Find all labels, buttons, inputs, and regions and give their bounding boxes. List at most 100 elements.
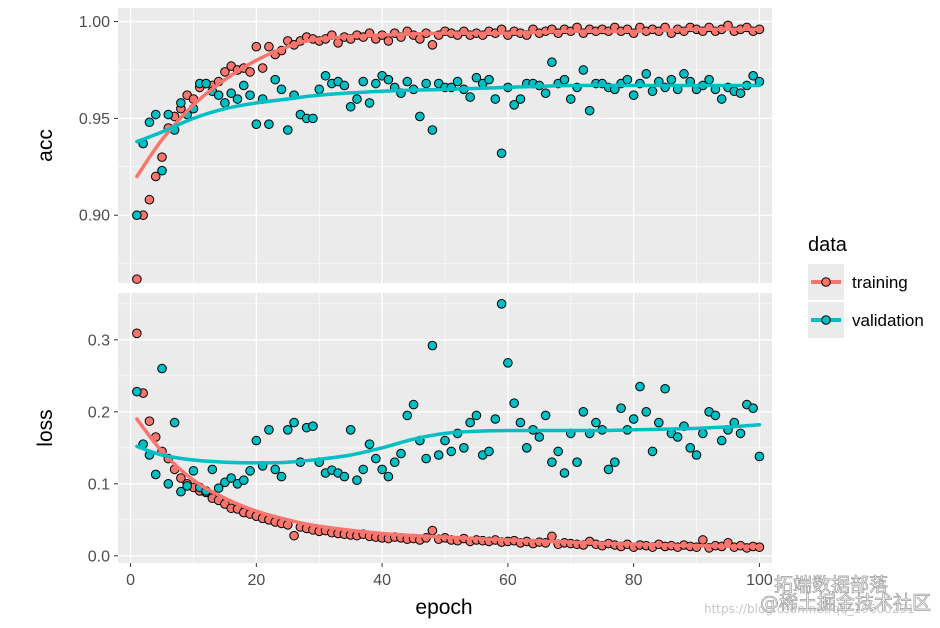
data-point-validation bbox=[748, 403, 758, 414]
data-point-validation bbox=[716, 435, 727, 446]
data-point-validation bbox=[547, 57, 557, 68]
data-point-training bbox=[245, 67, 255, 77]
data-point-validation bbox=[176, 486, 186, 497]
watermark-url: https://blog.csdn.net/qq_19600291 bbox=[704, 602, 915, 616]
data-point-validation bbox=[421, 453, 431, 464]
data-point-validation bbox=[421, 78, 431, 89]
panel-loss bbox=[118, 293, 772, 563]
data-point-validation bbox=[503, 358, 513, 368]
chart-panels: 0 20 40 60 80 100 0.90 0.95 1.00 acc 0.0 0.1 0.2 0.3 l… bbox=[34, 8, 773, 589]
data-point-validation bbox=[402, 76, 413, 87]
data-point-training bbox=[698, 535, 708, 545]
data-point-validation bbox=[471, 72, 482, 83]
data-point-validation bbox=[641, 407, 652, 417]
y-axis-title-acc: acc bbox=[34, 129, 57, 162]
data-point-validation bbox=[616, 403, 626, 414]
legend: data training validation bbox=[808, 234, 924, 338]
data-point-validation bbox=[465, 92, 475, 102]
data-point-validation bbox=[559, 74, 570, 85]
data-point-validation bbox=[509, 398, 519, 408]
data-point-validation bbox=[213, 483, 224, 493]
watermark-brand: 拓端数据部落 bbox=[774, 574, 888, 596]
data-point-validation bbox=[226, 473, 236, 483]
data-point-validation bbox=[157, 363, 167, 374]
data-point-validation bbox=[188, 466, 199, 476]
data-point-validation bbox=[427, 125, 438, 135]
data-point-validation bbox=[452, 76, 463, 87]
data-point-validation bbox=[308, 421, 318, 432]
data-point-training bbox=[427, 525, 438, 536]
data-point-validation bbox=[691, 450, 702, 460]
data-point-validation bbox=[144, 117, 155, 128]
data-point-validation bbox=[176, 98, 186, 108]
data-point-validation bbox=[641, 69, 652, 79]
data-point-validation bbox=[377, 464, 387, 475]
data-point-validation bbox=[245, 466, 255, 476]
data-point-validation bbox=[672, 432, 683, 442]
data-point-training bbox=[547, 531, 557, 542]
data-point-validation bbox=[735, 428, 746, 439]
data-point-training bbox=[176, 473, 186, 483]
data-point-validation bbox=[358, 76, 369, 87]
smooth-line-training bbox=[135, 417, 762, 549]
data-point-validation bbox=[238, 80, 249, 91]
data-point-validation bbox=[364, 98, 375, 108]
data-point-validation bbox=[201, 78, 211, 89]
data-point-validation bbox=[270, 464, 281, 475]
data-point-validation bbox=[251, 119, 262, 129]
data-point-validation bbox=[427, 340, 438, 351]
data-point-validation bbox=[609, 457, 620, 468]
y-tick-label: 0.0 bbox=[88, 548, 110, 565]
data-point-training bbox=[289, 530, 299, 541]
data-point-validation bbox=[654, 417, 664, 428]
data-point-validation bbox=[540, 88, 551, 99]
data-point-validation bbox=[698, 428, 708, 439]
data-point-validation bbox=[276, 471, 287, 482]
legend-title: data bbox=[808, 234, 848, 256]
smooth-line-validation bbox=[135, 83, 762, 144]
data-point-validation bbox=[660, 383, 670, 394]
data-point-validation bbox=[490, 94, 501, 104]
data-point-validation bbox=[685, 443, 696, 453]
data-point-validation bbox=[150, 469, 161, 480]
data-point-validation bbox=[446, 446, 457, 457]
y-tick-label: 1.00 bbox=[79, 14, 110, 31]
x-tick-label: 40 bbox=[373, 572, 391, 589]
watermark: 拓端数据部落 https://blog.csdn.net/qq_19600291… bbox=[704, 574, 931, 616]
data-point-validation bbox=[515, 94, 526, 104]
y-tick-label: 0.1 bbox=[88, 476, 110, 493]
legend-key-training-point bbox=[821, 277, 831, 287]
data-point-validation bbox=[559, 468, 570, 478]
data-point-validation bbox=[251, 435, 262, 446]
data-point-validation bbox=[163, 109, 174, 120]
panel-acc bbox=[118, 8, 772, 284]
data-point-validation bbox=[496, 148, 507, 159]
data-point-validation bbox=[320, 70, 331, 81]
data-point-training bbox=[383, 36, 394, 46]
x-tick-label: 20 bbox=[247, 572, 265, 589]
data-point-validation bbox=[207, 464, 218, 475]
data-point-training bbox=[220, 67, 230, 77]
data-point-validation bbox=[735, 88, 746, 99]
data-point-validation bbox=[245, 90, 255, 100]
data-point-validation bbox=[282, 125, 293, 135]
data-point-validation bbox=[572, 457, 582, 468]
data-point-validation bbox=[635, 381, 645, 392]
data-point-validation bbox=[628, 414, 639, 424]
data-point-validation bbox=[433, 450, 444, 460]
data-point-validation bbox=[748, 70, 758, 81]
data-point-validation bbox=[157, 165, 167, 176]
data-point-validation bbox=[465, 417, 475, 428]
x-tick-label: 60 bbox=[499, 572, 517, 589]
data-point-validation bbox=[704, 74, 714, 85]
data-point-validation bbox=[553, 446, 563, 457]
data-point-validation bbox=[226, 88, 236, 99]
data-point-validation bbox=[339, 80, 350, 91]
data-point-validation bbox=[364, 439, 375, 450]
data-point-validation bbox=[603, 464, 614, 475]
data-point-validation bbox=[132, 386, 142, 397]
data-point-validation bbox=[213, 90, 224, 100]
data-point-validation bbox=[578, 407, 589, 417]
data-point-validation bbox=[710, 410, 721, 421]
